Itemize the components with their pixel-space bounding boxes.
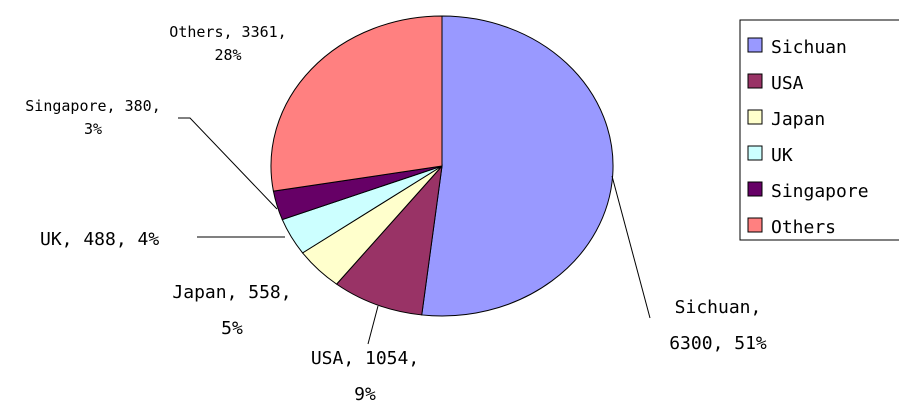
leader-lines: [178, 117, 651, 345]
data-label-line: 3%: [84, 120, 102, 138]
data-label-line: 6300, 51%: [669, 333, 767, 354]
legend-label-usa: USA: [771, 73, 804, 94]
leader-line-usa: [367, 305, 379, 345]
legend-label-sichuan: Sichuan: [771, 37, 847, 58]
legend-swatch-japan: [747, 109, 763, 125]
data-label-usa: USA, 1054, 9%: [311, 348, 419, 404]
legend-label-others: Others: [771, 217, 836, 238]
legend-box: [739, 19, 899, 241]
data-label-line: 9%: [354, 384, 376, 404]
legend-label-japan: Japan: [771, 109, 825, 130]
data-label-japan: Japan, 558, 5%: [172, 282, 291, 339]
data-label-others: Others, 3361, 28%: [169, 23, 286, 64]
legend-swatch-sichuan: [747, 37, 763, 53]
data-label-line: Singapore, 380,: [25, 97, 160, 115]
legend-label-uk: UK: [771, 145, 793, 166]
data-labels: Sichuan, 6300, 51% USA, 1054, 9% Japan, 558,…: [25, 23, 767, 405]
pie-slice-sichuan: [421, 15, 614, 317]
legend: Sichuan USA Japan UK Singapore Others: [739, 19, 899, 241]
legend-swatch-uk: [747, 145, 763, 161]
pie-slice-others: [270, 15, 443, 192]
data-label-line: Sichuan,: [675, 297, 762, 318]
data-label-singapore: Singapore, 380, 3%: [25, 97, 160, 138]
data-label-line: Japan, 558,: [172, 282, 291, 303]
pie-slices: [270, 15, 614, 317]
data-label-line: UK, 488, 4%: [40, 229, 159, 250]
data-label-line: Others, 3361,: [169, 23, 286, 41]
leader-line-singapore: [178, 117, 278, 210]
data-label-line: 28%: [214, 46, 241, 64]
data-label-line: USA, 1054,: [311, 348, 419, 369]
pie-slice-usa: [335, 164, 443, 316]
leader-line-sichuan: [611, 175, 651, 319]
data-label-line: 5%: [221, 318, 243, 339]
legend-swatch-usa: [747, 73, 763, 89]
legend-swatch-others: [747, 217, 763, 233]
data-label-uk: UK, 488, 4%: [40, 229, 159, 250]
legend-label-singapore: Singapore: [771, 181, 869, 202]
data-label-sichuan: Sichuan, 6300, 51%: [669, 297, 767, 354]
legend-swatch-singapore: [747, 181, 763, 197]
